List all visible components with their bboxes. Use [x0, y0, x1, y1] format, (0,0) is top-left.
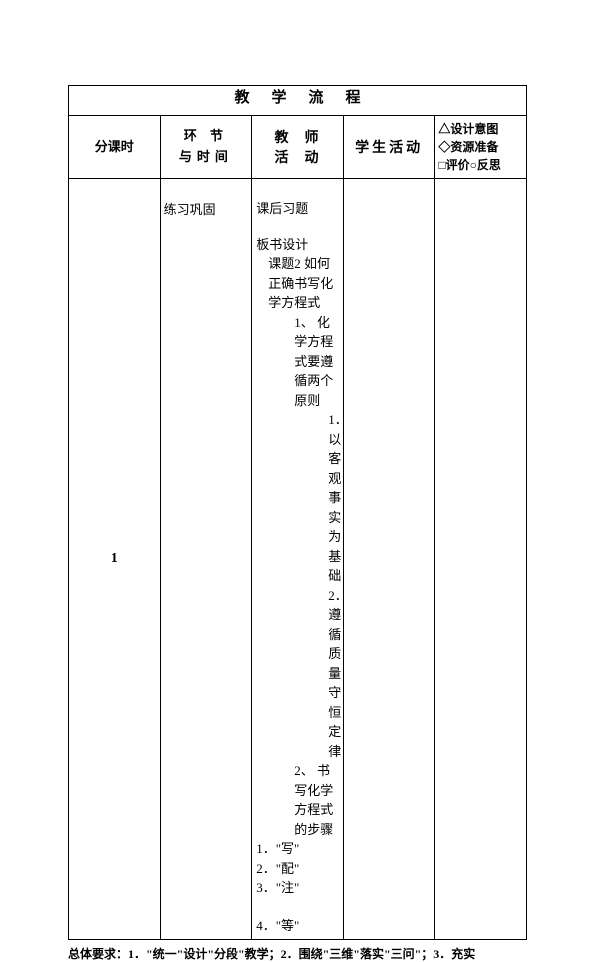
teacher-activity-cell: 课后习题 板书设计 课题2 如何正确书写化学方程式 1、 化学方程式要遵循两个原… — [252, 179, 344, 940]
header-period: 分课时 — [69, 116, 161, 179]
notes-cell — [435, 179, 527, 940]
header-section: 环 节 与时间 — [160, 116, 252, 179]
header-row: 分课时 环 节 与时间 教师活动 学生活动 △设计意图 ◇资源准备 □评价○反思 — [69, 116, 527, 179]
section-cell: 练习巩固 — [160, 179, 252, 940]
content-p1-sub2: 2． 遵循质量守恒定律 — [256, 586, 339, 762]
content-p2: 2、 书写化学方程式的步骤 — [256, 761, 339, 839]
content-lesson: 课题2 如何正确书写化学方程式 — [256, 254, 339, 313]
content-p1: 1、 化学方程式要遵循两个原则 — [256, 313, 339, 411]
header-student: 学生活动 — [343, 116, 435, 179]
student-activity-cell — [343, 179, 435, 940]
title-row: 教学流程 — [69, 86, 527, 116]
content-step4: 4．"等" — [256, 916, 339, 936]
header-notes-line1: △设计意图 — [438, 120, 523, 138]
body-row: 1 练习巩固 课后习题 板书设计 课题2 如何正确书写化学方程式 1、 化学方程… — [69, 179, 527, 940]
content-subtitle: 板书设计 — [256, 235, 339, 255]
header-section-line2: 与时间 — [163, 147, 250, 168]
content-p1-sub1: 1． 以客观事实为基础 — [256, 410, 339, 586]
content-step2: 2．"配" — [256, 859, 339, 879]
header-section-line1: 环 节 — [163, 126, 250, 147]
header-teacher: 教师活动 — [252, 116, 344, 179]
content-line1: 课后习题 — [256, 199, 339, 219]
header-notes-line2: ◇资源准备 — [438, 138, 523, 156]
header-notes-line3: □评价○反思 — [438, 156, 523, 174]
footer-requirements: 总体要求：1．"统一"设计"分段"教学；2．围绕"三维"落实"三问"；3．充实 — [68, 945, 527, 962]
period-cell: 1 — [69, 179, 161, 940]
header-notes: △设计意图 ◇资源准备 □评价○反思 — [435, 116, 527, 179]
table-title: 教学流程 — [69, 86, 527, 116]
content-step3: 3．"注" — [256, 878, 339, 898]
teaching-flow-table: 教学流程 分课时 环 节 与时间 教师活动 学生活动 △设计意图 ◇资源准备 □… — [68, 85, 527, 940]
